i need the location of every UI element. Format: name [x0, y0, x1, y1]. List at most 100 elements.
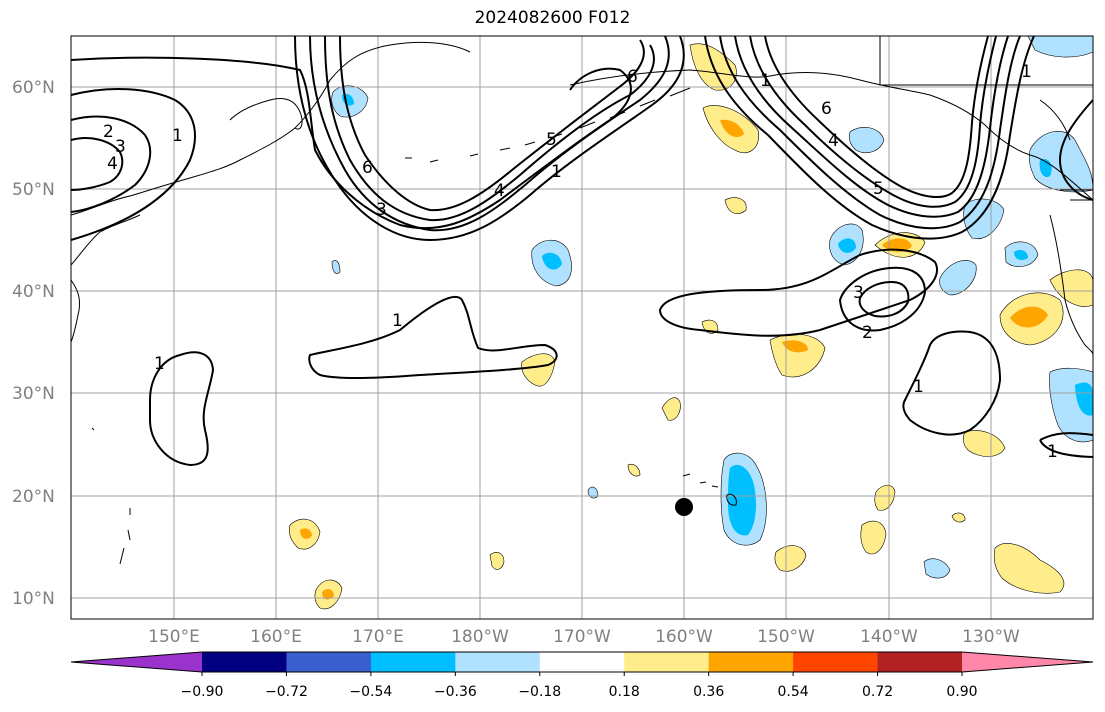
lat-label: 40°N	[12, 282, 55, 302]
warm-patch	[661, 397, 681, 421]
colorbar-tick-label: −0.36	[434, 684, 477, 700]
contour-line	[749, 35, 997, 208]
colorbar-extend-low	[71, 652, 202, 672]
contour-label: 2	[862, 323, 873, 343]
colorbar-tick-label: −0.18	[518, 684, 561, 700]
lon-label: 150°W	[757, 627, 815, 647]
positive-anomaly-shading	[288, 43, 1094, 610]
contour-label: 1	[1021, 62, 1032, 82]
alaska-coast	[569, 69, 1094, 201]
contour-label: 5	[546, 130, 557, 150]
height-contours	[70, 35, 1094, 467]
lon-label: 180°W	[451, 627, 509, 647]
lon-label: 150°E	[148, 627, 200, 647]
cool-patch	[939, 260, 977, 296]
colorbar-segment	[708, 652, 794, 672]
warm-patch	[963, 430, 1006, 457]
cool-core	[728, 464, 756, 536]
map-border	[70, 35, 1094, 620]
warm-patch	[521, 353, 556, 387]
contour-label: 1	[760, 71, 771, 91]
na-west-coast	[1049, 214, 1094, 356]
contour-labels: 2 3 4 1 6 3 4 1 5 6 6 4 5 1 1 3 2 1 1 1 …	[103, 62, 1058, 462]
contour-label: 1	[172, 126, 183, 146]
warm-core	[300, 528, 312, 539]
contour-label: 1	[1047, 442, 1058, 462]
contour-label: 3	[853, 283, 864, 303]
warm-patch	[951, 512, 966, 523]
contour-label: 3	[376, 200, 387, 220]
contour-label: 5	[873, 179, 884, 199]
hawaii-island	[726, 493, 737, 506]
colorbar-tick-label: 0.90	[946, 684, 977, 700]
contour-line	[1039, 432, 1094, 458]
contour-line	[70, 137, 124, 191]
contour-line	[734, 35, 1009, 218]
cool-patch	[923, 558, 951, 579]
warm-core	[782, 340, 808, 353]
lon-label: 170°E	[352, 627, 404, 647]
colorbar-tick-label: 0.54	[778, 684, 809, 700]
warm-patch	[627, 463, 641, 477]
contour-label: 1	[913, 377, 924, 397]
contour-label: 2	[103, 122, 114, 142]
contour-line	[704, 35, 1035, 240]
warm-core	[322, 589, 334, 600]
colorbar-segment	[370, 652, 456, 672]
warm-patch	[774, 545, 807, 572]
lon-label: 140°W	[860, 627, 918, 647]
lat-label: 20°N	[12, 487, 55, 507]
lat-label: 60°N	[12, 78, 55, 98]
graticule	[71, 36, 1093, 619]
pacific-islets	[91, 427, 131, 565]
colorbar-tick-label: −0.90	[181, 684, 224, 700]
lon-label: 160°W	[655, 627, 713, 647]
colorbar-segment	[877, 652, 963, 672]
colorbar-segment	[202, 652, 287, 672]
lon-label: 170°W	[553, 627, 611, 647]
contour-line	[764, 35, 989, 199]
japan-islands	[70, 279, 81, 343]
cool-core	[542, 252, 562, 270]
contour-line	[70, 115, 152, 213]
japan-coast	[70, 214, 141, 266]
hawaii-islets	[682, 473, 719, 488]
cool-core	[838, 238, 856, 253]
location-marker	[675, 498, 693, 516]
contour-label: 4	[494, 181, 505, 201]
contour-label: 4	[828, 131, 839, 151]
contour-label: 4	[107, 154, 118, 174]
contour-line	[149, 351, 215, 467]
cool-core	[1014, 250, 1028, 260]
cool-patch	[331, 260, 341, 274]
contour-line	[858, 280, 910, 318]
contour-line	[339, 35, 645, 212]
warm-patch	[860, 520, 887, 555]
contour-label: 6	[627, 67, 638, 87]
lon-label: 160°E	[250, 627, 302, 647]
contour-line	[719, 35, 1021, 230]
colorbar-segment	[624, 652, 710, 672]
contour-label: 3	[115, 137, 126, 157]
contour-line	[838, 266, 927, 332]
colorbar-segment	[286, 652, 372, 672]
lat-label: 10°N	[12, 589, 55, 609]
contour-line	[324, 35, 655, 222]
kamchatka-coast	[229, 98, 303, 130]
warm-patch	[993, 543, 1065, 594]
contour-line	[308, 295, 558, 380]
longitude-labels: 150°E 160°E 170°E 180°W 170°W 160°W 150°…	[148, 627, 1020, 647]
contour-line	[1058, 99, 1094, 201]
contour-line	[294, 35, 685, 242]
contour-line	[658, 248, 938, 337]
warm-core	[1010, 306, 1048, 328]
colorbar-tick-label: 0.72	[862, 684, 893, 700]
cool-core	[1075, 382, 1093, 416]
contour-label: 1	[392, 311, 403, 331]
map-title: 2024082600 F012	[474, 8, 631, 28]
lat-label: 30°N	[12, 384, 55, 404]
lat-label: 50°N	[12, 180, 55, 200]
coastlines	[70, 36, 1094, 565]
colorbar-tick-label: 0.18	[609, 684, 640, 700]
